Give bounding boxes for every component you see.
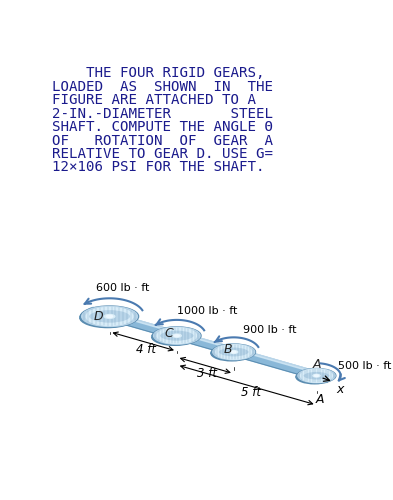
Text: D: D: [94, 310, 103, 323]
Polygon shape: [80, 314, 90, 318]
Ellipse shape: [80, 308, 136, 328]
Ellipse shape: [296, 370, 333, 384]
Text: 1000 lb · ft: 1000 lb · ft: [177, 306, 237, 316]
Ellipse shape: [313, 374, 320, 377]
Ellipse shape: [314, 375, 319, 376]
Ellipse shape: [173, 334, 181, 338]
Polygon shape: [80, 316, 90, 320]
Text: 3 ft: 3 ft: [197, 367, 217, 380]
Text: 600 lb · ft: 600 lb · ft: [95, 284, 149, 294]
Ellipse shape: [174, 334, 179, 336]
Ellipse shape: [298, 369, 335, 382]
Ellipse shape: [81, 306, 139, 327]
Text: A: A: [312, 358, 321, 372]
Polygon shape: [296, 376, 303, 379]
Polygon shape: [296, 374, 303, 377]
Ellipse shape: [212, 344, 255, 360]
Polygon shape: [177, 332, 234, 356]
Ellipse shape: [82, 306, 138, 326]
Ellipse shape: [152, 328, 198, 345]
Ellipse shape: [88, 308, 98, 316]
Polygon shape: [177, 332, 234, 349]
Text: 12×106 PSI FOR THE SHAFT.: 12×106 PSI FOR THE SHAFT.: [52, 160, 265, 174]
Polygon shape: [211, 352, 219, 356]
Text: LOADED  AS  SHOWN  IN  THE: LOADED AS SHOWN IN THE: [52, 80, 273, 94]
Ellipse shape: [297, 368, 336, 383]
Ellipse shape: [154, 327, 200, 344]
Polygon shape: [93, 308, 177, 340]
Text: OF   ROTATION  OF  GEAR  A: OF ROTATION OF GEAR A: [52, 134, 273, 147]
Ellipse shape: [231, 351, 236, 353]
Text: 4 ft: 4 ft: [136, 343, 156, 356]
Ellipse shape: [152, 327, 201, 344]
Ellipse shape: [230, 350, 238, 354]
Ellipse shape: [107, 316, 113, 318]
Ellipse shape: [211, 346, 253, 361]
Text: B: B: [223, 343, 232, 356]
Ellipse shape: [104, 314, 115, 318]
Polygon shape: [234, 348, 327, 376]
Polygon shape: [93, 308, 177, 333]
Polygon shape: [152, 333, 161, 337]
Text: 500 lb · ft: 500 lb · ft: [338, 362, 391, 372]
Polygon shape: [152, 336, 161, 340]
Text: 5 ft: 5 ft: [241, 386, 261, 400]
Text: FIGURE ARE ATTACHED TO A: FIGURE ARE ATTACHED TO A: [52, 93, 256, 107]
Text: C: C: [165, 327, 173, 340]
Text: x: x: [337, 382, 344, 396]
Polygon shape: [211, 350, 219, 353]
Ellipse shape: [213, 344, 255, 360]
Text: 900 lb · ft: 900 lb · ft: [243, 325, 297, 335]
Polygon shape: [234, 348, 327, 382]
Text: A: A: [316, 392, 325, 406]
Text: THE FOUR RIGID GEARS,: THE FOUR RIGID GEARS,: [52, 66, 265, 80]
Text: 2-IN.-DIAMETER       STEEL: 2-IN.-DIAMETER STEEL: [52, 106, 273, 120]
Text: RELATIVE TO GEAR D. USE G=: RELATIVE TO GEAR D. USE G=: [52, 147, 273, 161]
Text: SHAFT. COMPUTE THE ANGLE Θ: SHAFT. COMPUTE THE ANGLE Θ: [52, 120, 273, 134]
